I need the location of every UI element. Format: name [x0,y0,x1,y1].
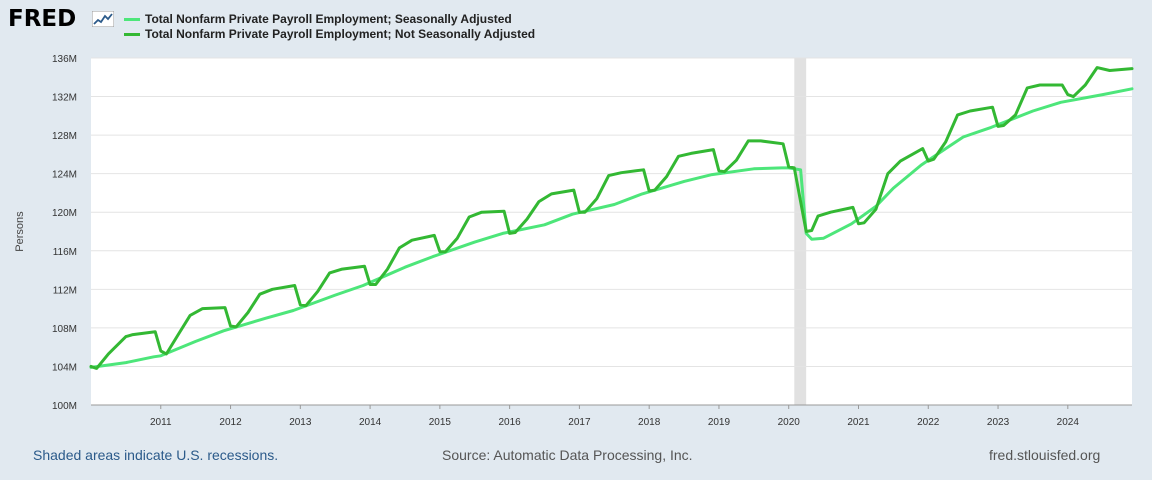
fred-logo[interactable]: FRED [8,6,76,32]
x-tick-label: 2018 [638,417,661,428]
site-link[interactable]: fred.stlouisfed.org [989,447,1101,463]
line-chart: 100M 104M 108M 112M 116M 120M 124M 128M 132M 136M… [14,54,1134,428]
y-axis-label: Persons [14,211,26,252]
series-line-seasonally-adjusted [89,87,1134,369]
x-tick-label: 2016 [499,417,522,428]
logo-text: FRED [8,6,77,32]
legend-swatch-nsa [124,33,140,36]
x-tick-label: 2022 [917,417,940,428]
y-tick-label: 124M [52,170,77,181]
y-tick-label: 132M [52,93,77,104]
x-tick-label: 2013 [289,417,312,428]
y-tick-label: 116M [53,247,77,258]
x-tick-label: 2012 [219,417,242,428]
recession-band [794,58,807,405]
y-tick-label: 120M [52,208,77,219]
source-note: Source: Automatic Data Processing, Inc. [442,447,693,463]
legend-item-nsa[interactable]: Total Nonfarm Private Payroll Employment… [124,27,535,42]
chart-legend: Total Nonfarm Private Payroll Employment… [124,12,535,42]
y-tick-label: 104M [52,362,77,373]
series-line-not-seasonally-adjusted [89,66,1134,370]
x-tick-label: 2014 [359,417,382,428]
y-tick-label: 112M [53,285,77,296]
x-tick-label: 2019 [708,417,731,428]
y-tick-label: 100M [52,401,77,412]
x-tick-label: 2024 [1057,417,1080,428]
legend-swatch-sa [124,18,140,21]
legend-item-sa[interactable]: Total Nonfarm Private Payroll Employment… [124,12,535,27]
legend-label-sa: Total Nonfarm Private Payroll Employment… [145,12,512,26]
y-tick-label: 108M [52,324,77,335]
x-tick-label: 2020 [778,417,801,428]
x-tick-label: 2023 [987,417,1010,428]
x-tick-label: 2015 [429,417,452,428]
logo-chart-icon [92,11,114,27]
x-tick-label: 2017 [568,417,591,428]
y-tick-label: 128M [52,131,77,142]
recession-note[interactable]: Shaded areas indicate U.S. recessions. [33,447,279,463]
legend-label-nsa: Total Nonfarm Private Payroll Employment… [145,27,536,41]
y-tick-label: 136M [52,54,77,65]
x-tick-label: 2011 [150,417,172,428]
x-tick-label: 2021 [847,417,870,428]
